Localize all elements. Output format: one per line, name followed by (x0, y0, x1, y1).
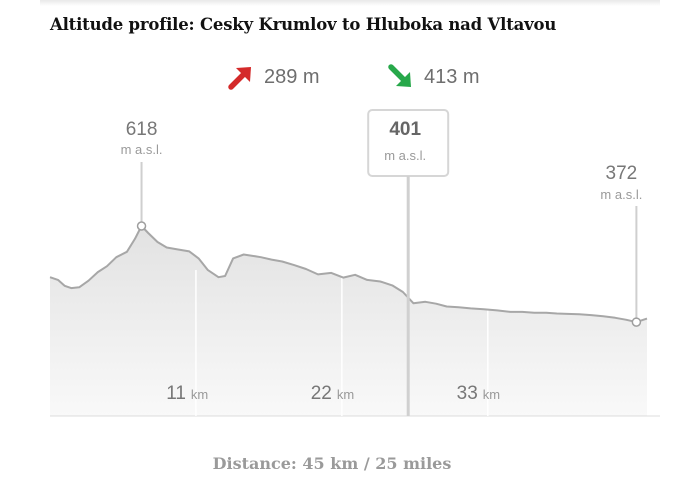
descent-stat: 413 m (388, 64, 480, 90)
x-tick-label: 11 (166, 383, 186, 404)
marker-value: 372 (606, 163, 638, 184)
marker-dot (136, 221, 147, 231)
ascent-stat: 289 m (228, 64, 320, 90)
ascent-value: 289 m (264, 65, 320, 88)
marker-dot (631, 317, 642, 327)
distance-footer: Distance: 45 km / 25 miles (212, 454, 452, 473)
altitude-area (50, 226, 647, 416)
x-tick-unit: km (337, 387, 354, 402)
altitude-line (49, 225, 648, 324)
marker-value: 618 (126, 119, 158, 140)
marker-unit: m a.s.l. (121, 142, 163, 157)
marker-value: 401 (389, 119, 421, 140)
x-tick-label: 22 (311, 383, 332, 404)
chart-title: Altitude profile: Cesky Krumlov to Hlubo… (50, 15, 557, 34)
x-tick-unit: km (191, 387, 208, 402)
down-arrow-icon (388, 64, 411, 87)
descent-value: 413 m (424, 65, 480, 88)
marker-unit: m a.s.l. (600, 187, 642, 202)
top-shadow (40, 0, 660, 6)
x-tick-unit: km (483, 387, 500, 402)
marker-unit: m a.s.l. (384, 148, 426, 163)
up-arrow-icon (228, 67, 251, 90)
x-tick-label: 33 (457, 383, 478, 404)
